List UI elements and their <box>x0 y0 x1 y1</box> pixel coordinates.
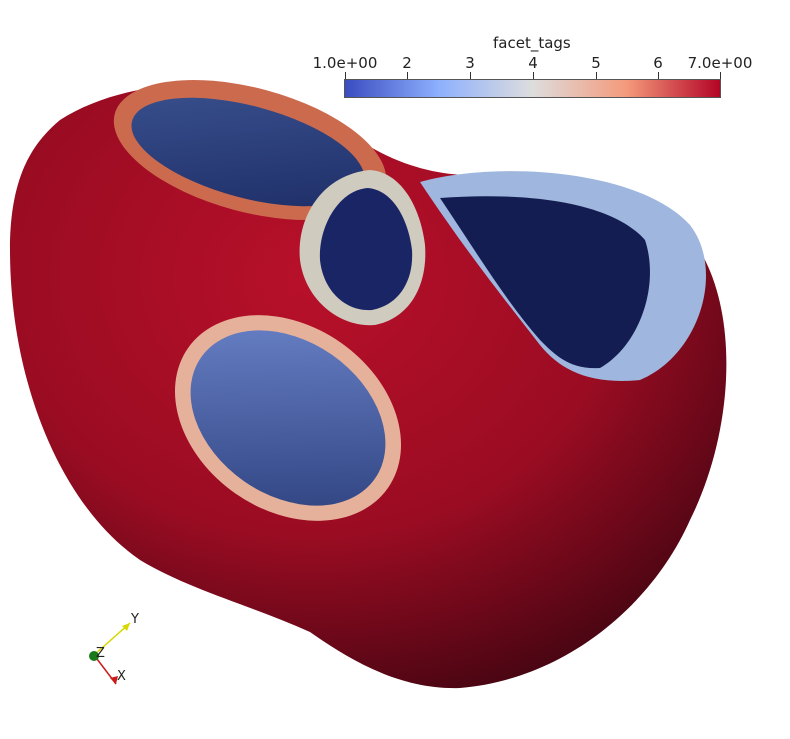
opening-lower-left <box>174 315 402 521</box>
orientation-axes: Y X Z <box>89 612 139 685</box>
opening-top-left <box>113 80 387 220</box>
z-axis-label: Z <box>96 646 105 661</box>
opening-right <box>420 171 706 381</box>
y-axis-label: Y <box>130 612 139 627</box>
opening-center <box>299 170 426 326</box>
x-axis-label: X <box>117 669 126 684</box>
